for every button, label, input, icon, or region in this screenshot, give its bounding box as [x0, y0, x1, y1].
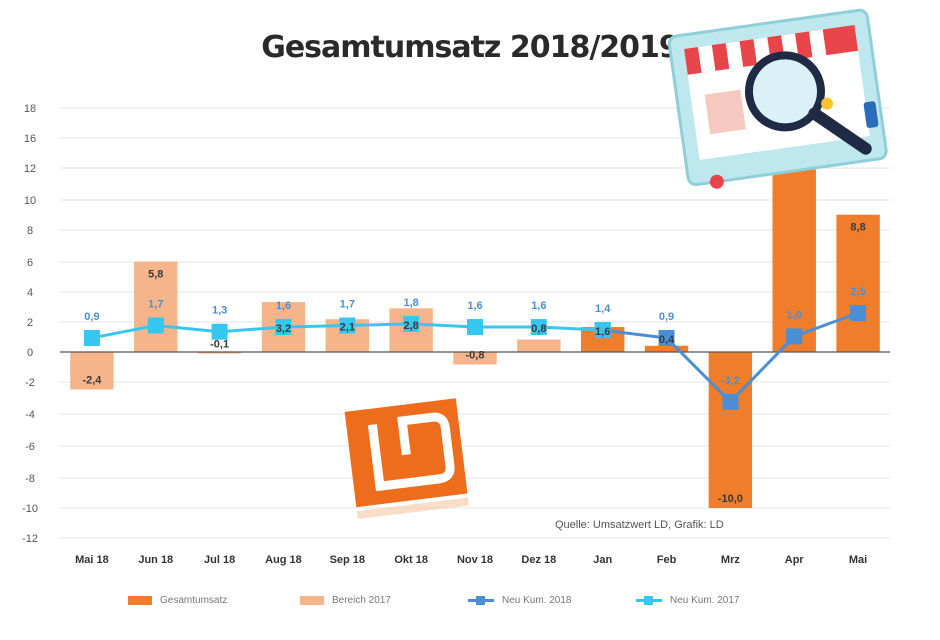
legend-label: Gesamtumsatz [160, 595, 228, 606]
legend-item-neu-kum-2018: Neu Kum. 2018 [468, 595, 572, 606]
ld-logo-icon [344, 398, 469, 520]
line-point [594, 322, 611, 339]
x-tick-label: Mai 18 [75, 554, 109, 566]
x-tick-label: Jul 18 [204, 554, 235, 566]
line-value-label: -3,2 [721, 375, 740, 387]
line-point [722, 393, 739, 410]
shop-magnifier-icon [667, 8, 888, 189]
x-tick-label: Feb [657, 554, 677, 566]
line-point [339, 317, 356, 334]
x-tick-label: Mrz [721, 554, 740, 566]
line-point [83, 329, 100, 346]
y-tick-label: 8 [27, 225, 33, 237]
legend-label: Bereich 2017 [332, 595, 391, 606]
y-tick-label: -4 [25, 409, 35, 421]
line-value-label: 1,0 [787, 309, 802, 321]
bar-value-label: 2,1 [340, 321, 355, 333]
line-point [850, 305, 867, 321]
bar [453, 352, 497, 365]
y-axis-ticks: 18 16 12 10 8 6 4 2 0 -2 -4 -6 -8 -10 -12 [22, 103, 38, 545]
line-value-label: 2,5 [850, 286, 865, 298]
x-tick-label: Aug 18 [265, 554, 302, 566]
bar-value-label: -2,4 [82, 374, 102, 386]
bar-value-label: -10,0 [718, 493, 743, 505]
line-point [658, 329, 675, 346]
x-tick-label: Mai [849, 554, 867, 566]
y-tick-label: 4 [27, 287, 33, 299]
legend-label: Neu Kum. 2018 [502, 595, 572, 606]
legend-swatch [636, 596, 662, 605]
x-tick-label: Dez 18 [521, 554, 556, 566]
legend-label: Neu Kum. 2017 [670, 595, 740, 606]
legend-item-neu-kum-2017: Neu Kum. 2017 [636, 595, 740, 606]
x-tick-label: Sep 18 [330, 554, 365, 566]
bar-value-label: 2,8 [404, 320, 419, 332]
line-value-label: 0,9 [84, 311, 99, 323]
line-point [530, 319, 547, 336]
bar [197, 352, 242, 354]
legend-swatch [128, 596, 152, 605]
y-tick-label: 10 [24, 195, 36, 207]
bar-value-label: -0,1 [210, 339, 229, 351]
y-tick-label: -6 [25, 441, 35, 453]
y-tick-label: 0 [27, 347, 33, 359]
line-value-label: 1,6 [467, 300, 482, 312]
bar [708, 352, 753, 508]
y-tick-label: 2 [27, 317, 33, 329]
bar-value-label: -0,8 [466, 349, 485, 361]
line-value-label: 1,7 [148, 298, 163, 310]
y-tick-label: 18 [24, 103, 36, 115]
source-note: Quelle: Umsatzwert LD, Grafik: LD [555, 519, 724, 531]
y-tick-label: -12 [22, 533, 38, 545]
chart-title: Gesamtumsatz 2018/2019 [261, 30, 680, 65]
bar-value-label: 8,8 [850, 222, 865, 234]
legend-item-gesamtumsatz: Gesamtumsatz [128, 595, 227, 606]
bar [644, 345, 689, 352]
line-value-label: 1,8 [404, 297, 419, 309]
bar [134, 261, 178, 352]
line-point [211, 323, 228, 340]
line-point [275, 319, 292, 336]
line-value-label: 1,6 [531, 300, 546, 312]
bar [836, 214, 880, 352]
bars [70, 132, 880, 508]
x-tick-label: Jun 18 [138, 554, 173, 566]
x-tick-label: Jan [593, 554, 612, 566]
line-point [147, 317, 164, 334]
line-value-label: 1,4 [595, 303, 611, 315]
bar-value-label: 1,6 [595, 326, 610, 338]
line-point [467, 319, 483, 336]
legend-item-bereich-2017: Bereich 2017 [300, 595, 391, 606]
line-value-label: 1,6 [276, 300, 291, 312]
data-labels: -2,4 0,9 5,8 1,7 -0,1 1,3 3,2 1,6 2,1 1,7 2,8 1,8 -0… [82, 139, 865, 505]
y-tick-label: -8 [25, 473, 35, 485]
line-value-label: 0,9 [659, 311, 674, 323]
bar-value-label: 3,2 [276, 323, 291, 335]
x-tick-label: Nov 18 [457, 554, 493, 566]
legend: Gesamtumsatz Bereich 2017 Neu Kum. 2018 … [0, 595, 940, 613]
bar-value-label: 5,8 [148, 269, 163, 281]
x-axis-ticks: Mai 18 Jun 18 Jul 18 Aug 18 Sep 18 Okt 18 Nov … [75, 554, 867, 566]
line-point [403, 315, 420, 332]
series-lines [83, 305, 867, 410]
line-value-label: 1,7 [340, 298, 355, 310]
legend-swatch [468, 596, 494, 605]
bar-value-label: 0,4 [659, 334, 675, 346]
x-tick-label: Apr [785, 554, 805, 566]
y-tick-label: 16 [24, 133, 36, 145]
line-value-label: 1,3 [212, 305, 227, 317]
y-tick-label: 6 [27, 257, 33, 269]
bar [70, 352, 114, 390]
legend-swatch [300, 596, 324, 605]
line-point [786, 328, 803, 345]
bar [517, 339, 561, 352]
y-tick-label: -2 [25, 377, 35, 389]
x-tick-label: Okt 18 [394, 554, 428, 566]
y-tick-label: 12 [24, 163, 36, 175]
bar-value-label: 0,8 [531, 323, 546, 335]
y-tick-label: -10 [22, 503, 38, 515]
